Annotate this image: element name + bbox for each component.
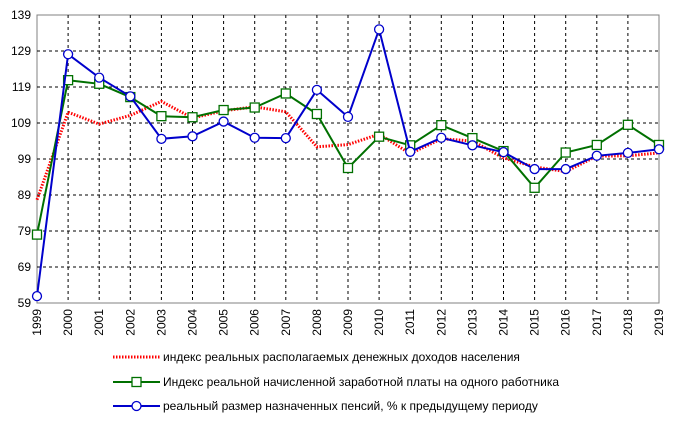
x-tick-label: 2018 (621, 309, 635, 336)
x-tick-label: 2015 (528, 309, 542, 336)
y-tick-label: 79 (18, 224, 32, 238)
data-point (405, 146, 416, 157)
legend: индекс реальных располагаемых денежных д… (113, 350, 559, 413)
data-point (560, 163, 571, 175)
data-point (591, 139, 602, 151)
data-point (342, 162, 354, 174)
x-tick-label: 1999 (30, 309, 44, 336)
data-point (31, 291, 43, 302)
legend-label: реальный размер назначенных пенсий, % к … (163, 399, 538, 413)
data-point (560, 147, 571, 158)
x-tick-label: 2013 (465, 309, 479, 336)
data-point (529, 182, 540, 193)
y-tick-label: 59 (18, 296, 32, 310)
legend-label: индекс реальных располагаемых денежных д… (163, 350, 520, 364)
x-tick-label: 2005 (217, 309, 231, 336)
x-tick-label: 2002 (123, 309, 137, 336)
data-point (249, 132, 260, 143)
x-tick-label: 2008 (310, 309, 324, 336)
data-point (280, 88, 291, 99)
x-tick-label: 2011 (403, 309, 417, 335)
x-tick-label: 2014 (497, 309, 511, 336)
y-tick-label: 119 (12, 80, 31, 94)
data-point (280, 132, 291, 144)
data-point (529, 163, 540, 175)
x-tick-label: 2006 (248, 309, 262, 336)
y-tick-label: 129 (11, 44, 31, 58)
data-point (591, 150, 602, 161)
legend-marker (131, 400, 142, 412)
data-point (373, 24, 385, 35)
data-point (94, 72, 105, 83)
x-tick-label: 2016 (559, 309, 573, 336)
x-tick-label: 2000 (61, 309, 75, 336)
data-point (125, 91, 136, 102)
data-point (373, 131, 385, 142)
data-point (156, 111, 167, 122)
data-point (311, 108, 323, 120)
data-point (218, 116, 229, 127)
data-point (622, 119, 634, 130)
y-tick-label: 69 (18, 260, 32, 274)
legend-item-2: Индекс реальной начисленной заработной п… (113, 375, 559, 389)
y-tick-label: 109 (11, 116, 31, 130)
data-point (156, 133, 167, 144)
y-tick-label: 99 (18, 152, 32, 166)
data-point (218, 104, 229, 116)
data-point (249, 102, 260, 113)
data-point (187, 112, 198, 123)
data-point (62, 49, 74, 60)
data-point (436, 132, 447, 143)
data-point (311, 84, 323, 96)
x-tick-label: 2003 (154, 309, 168, 336)
data-point (436, 120, 447, 131)
grid (37, 15, 659, 303)
legend-item-1: индекс реальных располагаемых денежных д… (113, 350, 520, 364)
data-point (31, 229, 43, 240)
data-point (498, 147, 509, 158)
series-2 (31, 75, 665, 240)
data-point (467, 140, 478, 151)
data-point (342, 111, 354, 123)
data-point (653, 144, 665, 155)
x-tick-label: 2007 (279, 309, 293, 336)
data-point (187, 131, 198, 142)
x-tick-label: 2012 (434, 309, 448, 336)
data-point (622, 147, 634, 159)
legend-label: Индекс реальной начисленной заработной п… (163, 375, 559, 389)
x-tick-label: 2010 (372, 309, 386, 336)
series-3 (31, 24, 665, 302)
x-tick-label: 2009 (341, 309, 355, 336)
series-group (31, 24, 665, 302)
y-tick-label: 139 (11, 8, 31, 22)
x-tick-label: 2001 (92, 309, 106, 336)
x-tick-label: 2017 (590, 309, 604, 336)
data-point (62, 75, 74, 86)
legend-item-3: реальный размер назначенных пенсий, % к … (113, 399, 538, 413)
legend-marker (131, 376, 142, 388)
y-axis-ticks: 59 69 79 89 99 109 119 129 139 (11, 8, 31, 310)
x-axis-ticks: 1999 2000 2001 2002 2003 2004 2005 2006 2007 2008… (30, 309, 666, 336)
x-tick-label: 2004 (186, 309, 200, 336)
y-tick-label: 89 (18, 188, 32, 202)
x-tick-label: 2019 (652, 309, 666, 336)
